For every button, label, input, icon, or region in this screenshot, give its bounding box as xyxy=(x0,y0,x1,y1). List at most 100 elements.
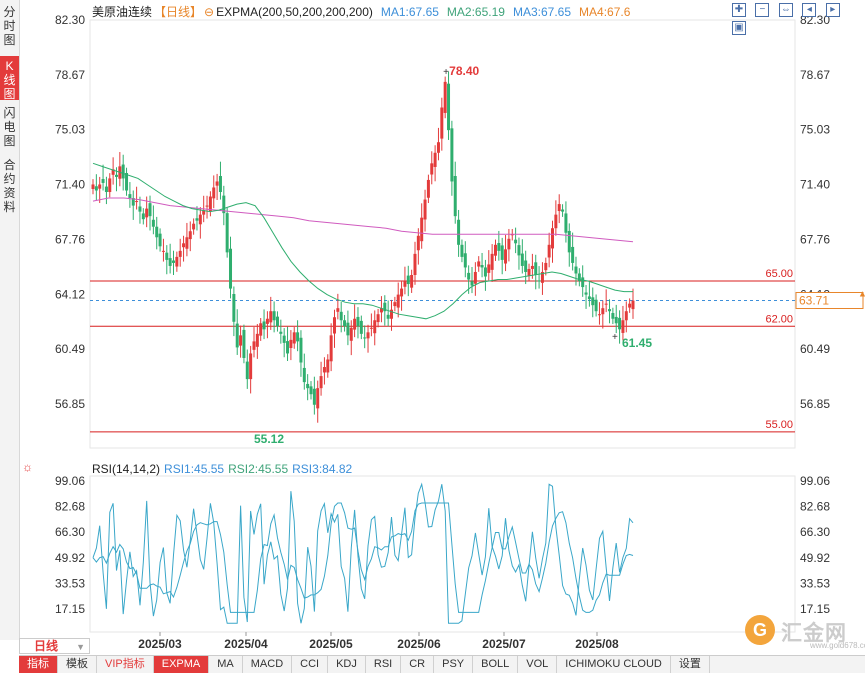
candle-body xyxy=(245,361,249,380)
candle-body xyxy=(430,163,434,175)
indicator-tab-1[interactable]: 模板 xyxy=(58,656,97,673)
recent-low-marker-icon: + xyxy=(612,332,618,343)
candle-body xyxy=(312,388,316,405)
indicator-tab-6[interactable]: CCI xyxy=(292,656,329,673)
candle-body xyxy=(406,275,410,285)
period-selector[interactable]: 日线 ▼ xyxy=(19,638,90,654)
candle-body xyxy=(225,213,229,253)
candle-body xyxy=(332,317,336,334)
level-label-2: 55.00 xyxy=(765,419,793,431)
candle-body xyxy=(343,320,347,327)
candle-body xyxy=(426,179,430,198)
indicator-tab-13[interactable]: ICHIMOKU CLOUD xyxy=(557,656,671,673)
candle-body xyxy=(262,321,266,330)
candle-body xyxy=(326,359,330,373)
price-tick-left: 78.67 xyxy=(55,68,85,82)
indicator-tab-9[interactable]: CR xyxy=(401,656,435,673)
candle-body xyxy=(584,292,588,295)
candle-body xyxy=(319,376,323,389)
indicator-tab-0[interactable]: 指标 xyxy=(19,656,58,673)
zoom-out-icon[interactable]: − xyxy=(755,3,770,17)
rsi-tick-left: 66.30 xyxy=(55,525,85,539)
candle-body xyxy=(376,314,380,323)
x-axis-label: 2025/04 xyxy=(224,637,268,651)
candle-body xyxy=(420,217,424,242)
price-tick-left: 71.40 xyxy=(55,177,85,191)
candle-body xyxy=(507,238,511,250)
indicator-tab-12[interactable]: VOL xyxy=(518,656,558,673)
indicator-tab-2[interactable]: VIP指标 xyxy=(97,656,154,673)
indicator-tab-3[interactable]: EXPMA xyxy=(153,656,210,673)
indicator-tab-8[interactable]: RSI xyxy=(366,656,402,673)
side-tab-kline[interactable]: K线图 xyxy=(0,56,19,101)
x-axis-label: 2025/06 xyxy=(397,637,441,651)
scroll-left-icon[interactable]: ◂ xyxy=(802,3,817,17)
ma4-value: MA4:67.6 xyxy=(579,5,631,19)
indicator-tab-14[interactable]: 设置 xyxy=(671,656,710,673)
price-tick-right: 75.03 xyxy=(800,123,830,137)
candle-body xyxy=(275,316,279,327)
candle-body xyxy=(282,335,286,343)
candle-body xyxy=(98,184,102,189)
zoom-in-icon[interactable]: ✚ xyxy=(732,3,746,17)
candle-body xyxy=(493,244,497,256)
scroll-right-icon[interactable]: ▸ xyxy=(825,3,840,17)
candle-body xyxy=(527,268,531,276)
indicator-name: EXPMA(200,50,200,200,200) xyxy=(216,5,373,19)
candle-body xyxy=(497,243,501,251)
candle-body xyxy=(460,244,464,257)
candle-body xyxy=(450,128,454,182)
side-tab-flash[interactable]: 闪电图 xyxy=(3,106,16,148)
candle-body xyxy=(195,218,199,221)
side-tab-contract-info[interactable]: 合约资料 xyxy=(3,158,16,214)
indicator-tab-4[interactable]: MA xyxy=(209,656,243,673)
expand-icon[interactable]: ⇔ xyxy=(778,3,793,17)
candle-body xyxy=(306,383,310,389)
candle-body xyxy=(128,194,132,199)
candle-body xyxy=(286,341,290,354)
chart-header: 美原油连续 【日线】 ⊖ EXPMA(200,50,200,200,200) MA1:6… xyxy=(92,3,632,20)
collapse-toggle-icon[interactable]: ⊖ xyxy=(204,5,215,19)
x-axis-label: 2025/03 xyxy=(138,637,182,651)
indicator-tab-10[interactable]: PSY xyxy=(434,656,474,673)
indicator-tab-5[interactable]: MACD xyxy=(243,656,293,673)
candle-body xyxy=(621,320,625,333)
price-tick-right: 56.85 xyxy=(800,397,830,411)
restore-icon[interactable]: ▣ xyxy=(732,21,746,35)
candle-body xyxy=(299,337,303,363)
indicator-tab-7[interactable]: KDJ xyxy=(328,656,366,673)
indicator-tab-11[interactable]: BOLL xyxy=(473,656,519,673)
candle-body xyxy=(396,294,400,308)
candle-body xyxy=(551,228,555,249)
candle-body xyxy=(356,316,360,327)
candle-body xyxy=(131,198,135,206)
candle-body xyxy=(581,277,585,288)
candle-body xyxy=(242,329,246,358)
candle-body xyxy=(416,235,420,251)
candle-body xyxy=(594,299,598,312)
candle-body xyxy=(218,176,222,193)
period-selector-label: 日线 xyxy=(34,639,59,653)
logo-text: 汇金网 xyxy=(781,622,847,645)
candle-body xyxy=(393,302,397,307)
candle-body xyxy=(457,219,461,245)
indicator-bar: 指标 模板 VIP指标 EXPMA MA MACD CCI KDJ RSI CR PSY BOLL VO… xyxy=(19,655,865,673)
candle-body xyxy=(443,81,447,113)
candle-body xyxy=(108,178,112,193)
logo-mark-icon: G xyxy=(745,615,775,645)
candle-body xyxy=(597,314,601,316)
candle-body xyxy=(564,213,568,233)
candle-body xyxy=(121,164,125,179)
chevron-down-icon: ▼ xyxy=(76,642,85,652)
candle-body xyxy=(255,333,259,347)
candle-body xyxy=(145,208,149,218)
candle-body xyxy=(517,245,521,256)
candle-body xyxy=(353,318,357,330)
candle-body xyxy=(433,152,437,167)
price-tick-left: 67.76 xyxy=(55,232,85,246)
logo-url: www.gold678.com xyxy=(810,641,865,650)
candle-body xyxy=(480,265,484,268)
price-tick-right: 78.67 xyxy=(800,68,830,82)
side-tab-timeshare[interactable]: 分时图 xyxy=(3,5,16,47)
